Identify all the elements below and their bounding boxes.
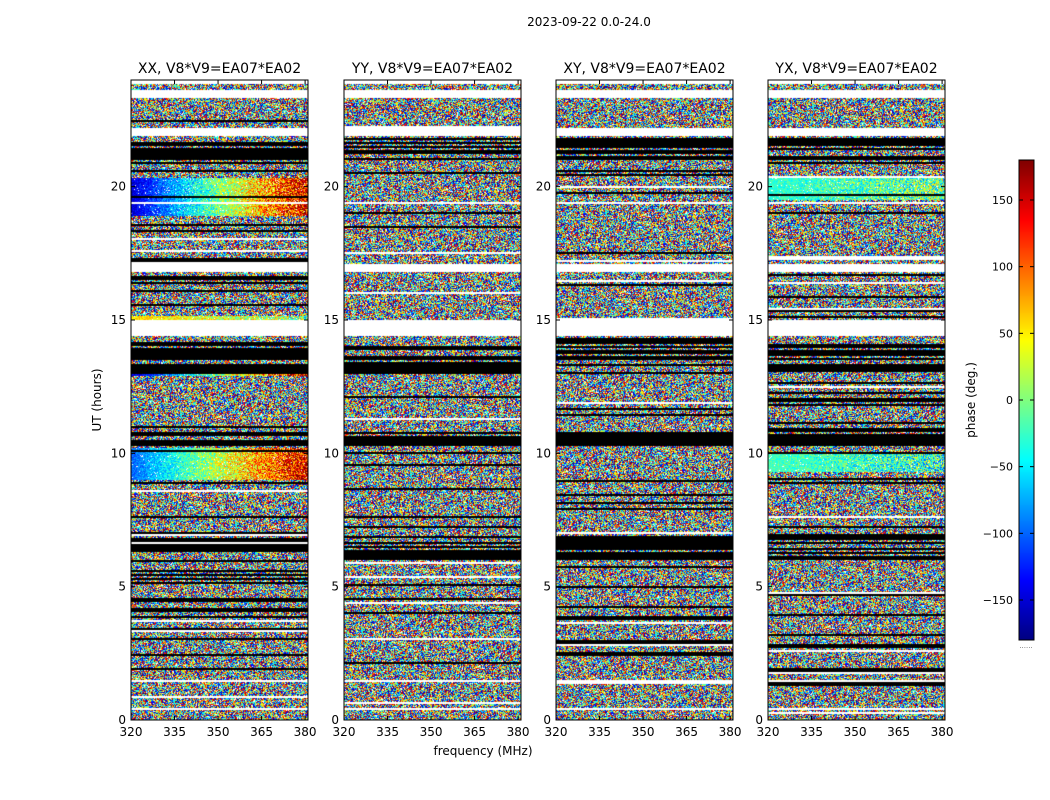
x-axis-label: frequency (MHz) (433, 744, 532, 758)
colorbar: −150 −100 −50 0 50 100 150 (983, 159, 1035, 641)
y-tick-label: 15 (748, 313, 763, 327)
y-tick-label: 0 (331, 713, 339, 727)
panel-title: YY, V8*V9=EA07*EA02 (351, 61, 513, 77)
y-tick-label: 15 (324, 313, 339, 327)
x-tick-label: 335 (163, 725, 186, 739)
y-tick-label: 0 (755, 713, 763, 727)
y-tick-label: 5 (755, 580, 763, 594)
colorbar-tick-label: −100 (983, 527, 1013, 540)
panel-heatmap (131, 80, 308, 720)
colorbar-tick-label: 100 (992, 261, 1013, 274)
y-tick-label: 5 (331, 580, 339, 594)
panel-heatmap (556, 80, 733, 720)
y-tick-label: 20 (536, 180, 551, 194)
y-tick-label: 20 (111, 180, 126, 194)
y-tick-label: 10 (111, 446, 126, 460)
heatmap-canvas (344, 80, 521, 720)
figure-suptitle: 2023-09-22 0.0-24.0 (527, 15, 651, 29)
y-tick-label: 10 (324, 446, 339, 460)
panel-title: XX, V8*V9=EA07*EA02 (138, 61, 301, 77)
colorbar-tick-label: −150 (983, 594, 1013, 607)
heatmap-canvas (556, 80, 733, 720)
colorbar-gradient (1019, 160, 1034, 640)
x-tick-label: 365 (463, 725, 486, 739)
panel-frame (555, 79, 734, 721)
x-tick-label: 335 (800, 725, 823, 739)
y-tick-label: 5 (118, 580, 126, 594)
colorbar-tick-label: 50 (999, 327, 1013, 340)
panel-title: YX, V8*V9=EA07*EA02 (774, 61, 937, 77)
y-tick-label: 15 (536, 313, 551, 327)
y-axis-label: UT (hours) (90, 368, 104, 431)
panel-frame (767, 79, 946, 721)
panel-title: XY, V8*V9=EA07*EA02 (563, 61, 725, 77)
panel-2: YY, V8*V9=EA07*EA02 320 335 350 365 380 0 5 10 15… (324, 61, 530, 739)
panel-4: YX, V8*V9=EA07*EA02 320 335 350 365 380 0 5 10 15… (748, 61, 954, 739)
x-tick-label: 320 (545, 725, 568, 739)
y-tick-label: 20 (324, 180, 339, 194)
x-tick-label: 380 (294, 725, 317, 739)
panel-heatmap (344, 80, 521, 720)
colorbar-label: phase (deg.) (964, 362, 978, 438)
x-tick-label: 365 (675, 725, 698, 739)
x-tick-label: 365 (887, 725, 910, 739)
colorbar-tick-label: 150 (992, 194, 1013, 207)
x-tick-label: 380 (931, 725, 954, 739)
x-tick-label: 365 (250, 725, 273, 739)
x-tick-label: 335 (376, 725, 399, 739)
heatmap-canvas (131, 80, 308, 720)
panel-frame (130, 79, 309, 721)
x-tick-label: 350 (844, 725, 867, 739)
y-tick-label: 15 (111, 313, 126, 327)
x-tick-label: 350 (207, 725, 230, 739)
panel-frame (343, 79, 522, 721)
heatmap-canvas (768, 80, 945, 720)
colorbar-footer: ...... (1019, 642, 1032, 650)
panel-heatmap (768, 80, 945, 720)
colorbar-canvas (1019, 160, 1034, 640)
x-tick-label: 320 (757, 725, 780, 739)
x-tick-label: 320 (120, 725, 143, 739)
x-tick-label: 320 (333, 725, 356, 739)
colorbar-tick-label: −50 (990, 461, 1013, 474)
x-tick-label: 335 (588, 725, 611, 739)
panels: XX, V8*V9=EA07*EA02 320 335 350 365 380 0 5 10 15… (111, 61, 954, 739)
y-tick-label: 20 (748, 180, 763, 194)
x-tick-label: 350 (420, 725, 443, 739)
panel-1: XX, V8*V9=EA07*EA02 320 335 350 365 380 0 5 10 15… (111, 61, 317, 739)
y-tick-label: 10 (748, 446, 763, 460)
x-tick-label: 380 (719, 725, 742, 739)
y-tick-label: 5 (543, 580, 551, 594)
x-tick-label: 350 (632, 725, 655, 739)
y-tick-label: 0 (543, 713, 551, 727)
panel-3: XY, V8*V9=EA07*EA02 320 335 350 365 380 0 5 10 15… (536, 61, 742, 739)
y-tick-label: 10 (536, 446, 551, 460)
colorbar-tick-label: 0 (1006, 394, 1013, 407)
y-tick-label: 0 (118, 713, 126, 727)
x-tick-label: 380 (507, 725, 530, 739)
